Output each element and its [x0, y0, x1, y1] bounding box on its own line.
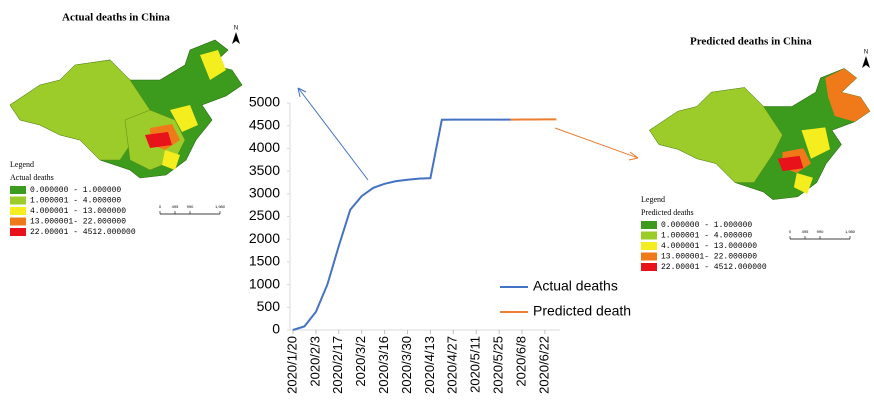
x-tick-label: 2020/5/25 — [491, 336, 506, 394]
arrow — [554, 127, 639, 159]
legend-label: 22.00001 - 4512.000000 — [30, 228, 136, 237]
north-arrow — [862, 56, 870, 68]
legend-swatch — [10, 228, 26, 236]
y-tick-label: 3000 — [249, 185, 280, 201]
legend-heading: Legend — [641, 195, 665, 204]
scale-label: 1,980 — [845, 229, 856, 234]
x-tick-label: 2020/2/17 — [330, 336, 345, 394]
y-tick-label: 5000 — [249, 94, 280, 110]
x-tick-label: 2020/2/3 — [307, 336, 322, 387]
x-tick-label: 2020/6/22 — [536, 336, 551, 394]
legend-label: 13.000001- 22.000000 — [30, 218, 126, 227]
x-tick-label: 2020/6/8 — [513, 336, 528, 387]
north-label: N — [234, 26, 238, 32]
x-tick-label: 2020/3/30 — [399, 336, 414, 394]
scale-label: 0 — [789, 229, 792, 234]
y-tick-label: 1500 — [249, 253, 280, 269]
map-predicted — [649, 68, 871, 201]
legend-swatch — [10, 217, 26, 226]
y-tick-label: 4000 — [249, 139, 280, 155]
legend-title: Predicted deaths — [641, 208, 694, 217]
y-tick-label: 2000 — [249, 230, 280, 246]
legend-swatch — [641, 242, 657, 250]
legend-swatch — [10, 196, 26, 205]
legend-label: 1.000001 - 4.000000 — [30, 197, 121, 206]
legend-label: 0.000000 - 1.000000 — [30, 186, 121, 195]
scale-label: 990 — [817, 229, 824, 234]
x-tick-label: 2020/5/11 — [468, 336, 483, 393]
legend-label: 22.00001 - 4512.000000 — [661, 263, 767, 272]
y-tick-label: 4500 — [249, 116, 280, 132]
north-arrow — [232, 32, 240, 44]
legend-swatch — [10, 186, 26, 194]
map-actual — [9, 39, 243, 179]
legend-swatch — [641, 263, 657, 271]
north-label: N — [864, 50, 868, 56]
x-tick-label: 2020/4/13 — [422, 336, 437, 394]
x-tick-label: 2020/3/16 — [376, 336, 391, 394]
scale-label: 1,980 — [215, 204, 226, 209]
scale-label: 495 — [802, 229, 809, 234]
scale-label: 990 — [187, 204, 194, 209]
y-tick-label: 1000 — [249, 275, 280, 291]
scale-label: 0 — [159, 204, 162, 209]
x-tick-label: 2020/4/27 — [445, 336, 460, 394]
y-tick-label: 3500 — [249, 162, 280, 178]
x-tick-label: 2020/3/2 — [353, 336, 368, 387]
y-tick-label: 500 — [257, 298, 281, 314]
legend-label: 0.000000 - 1.000000 — [661, 221, 752, 230]
y-tick-label: 0 — [272, 321, 280, 337]
series-line — [292, 118, 511, 331]
legend-label: Predicted death — [533, 303, 631, 319]
arrowhead — [297, 87, 307, 98]
legend-swatch — [641, 231, 657, 240]
x-tick-label: 2020/1/20 — [284, 336, 299, 394]
legend-label: 13.000001- 22.000000 — [661, 253, 757, 262]
map-title: Predicted deaths in China — [690, 36, 812, 48]
legend-swatch — [641, 252, 657, 261]
legend-heading: Legend — [10, 160, 34, 169]
legend-swatch — [641, 221, 657, 229]
legend-label: 4.000001 - 13.000000 — [30, 207, 126, 216]
arrowhead — [628, 151, 639, 161]
legend-label: 1.000001 - 4.000000 — [661, 232, 752, 241]
y-tick-label: 2500 — [249, 207, 280, 223]
arrow — [298, 88, 369, 181]
map-title: Actual deaths in China — [62, 12, 170, 24]
legend-title: Actual deaths — [10, 173, 54, 182]
scale-label: 495 — [172, 204, 179, 209]
legend-label: 4.000001 - 13.000000 — [661, 242, 757, 251]
legend-swatch — [10, 207, 26, 215]
legend-label: Actual deaths — [533, 278, 618, 294]
